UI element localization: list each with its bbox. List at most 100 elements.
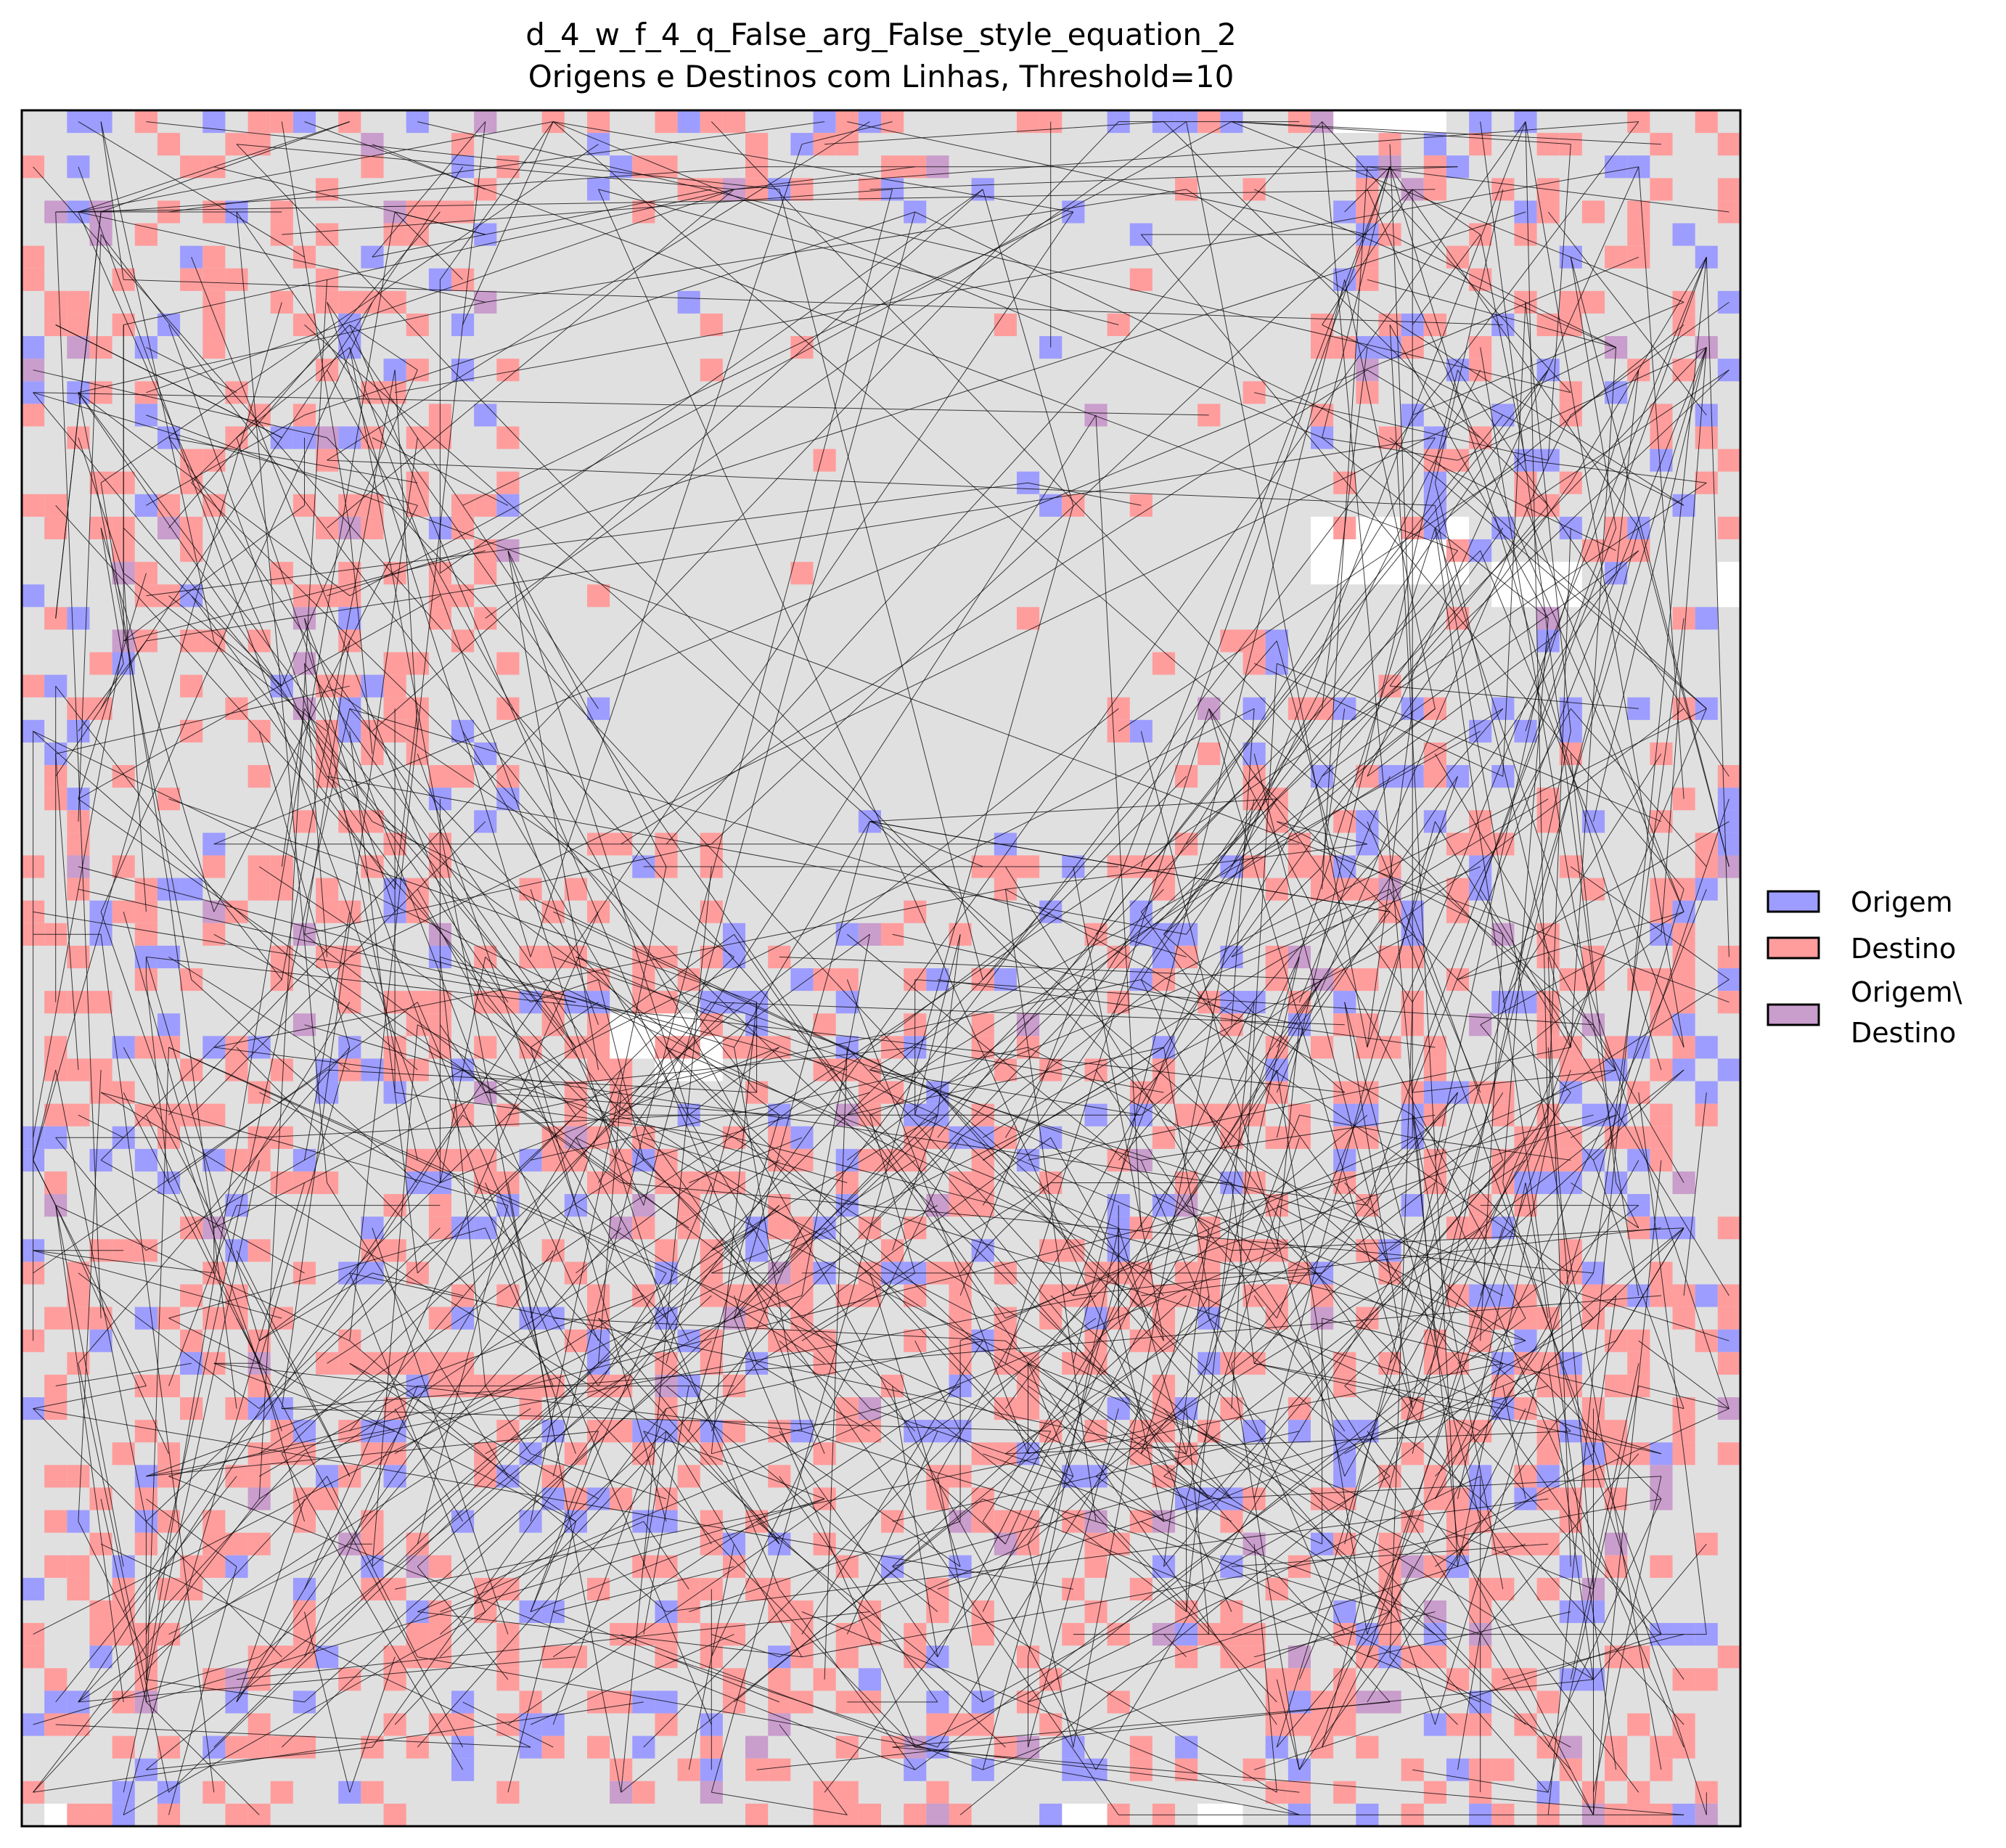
destination-cell: [247, 1532, 271, 1555]
flow-line: [78, 121, 350, 213]
flow-line: [327, 211, 1526, 597]
flow-line: [1593, 347, 1707, 822]
destination-cell: [1627, 968, 1650, 992]
flow-line: [756, 1362, 870, 1432]
flow-line: [1028, 1566, 1458, 1703]
destination-cell: [519, 945, 542, 968]
origin-cell: [1627, 1036, 1650, 1059]
destination-cell: [270, 110, 293, 134]
destination-cell: [586, 584, 610, 608]
flow-line: [440, 1498, 599, 1658]
flow-line: [576, 708, 1119, 1138]
flow-line: [1344, 166, 1391, 213]
flow-line: [100, 121, 350, 213]
destination-cell: [949, 1803, 972, 1826]
flow-line: [666, 1386, 938, 1612]
destination-cell: [1627, 200, 1650, 224]
destination-cell: [1265, 1284, 1288, 1307]
flow-line: [869, 866, 1481, 1116]
origin-cell: [1559, 1600, 1582, 1624]
flow-line: [168, 1114, 1594, 1477]
origin-cell: [361, 1058, 384, 1082]
flow-line: [1005, 1431, 1571, 1455]
flow-line: [258, 1092, 441, 1183]
destination-cell: [1016, 110, 1040, 134]
destination-cell: [700, 1352, 723, 1375]
destination-cell: [361, 1510, 384, 1533]
flow-line: [1367, 166, 1639, 777]
flow-line: [1276, 257, 1707, 1319]
legend-swatch-destino: [1766, 936, 1820, 960]
flow-line: [1389, 1092, 1571, 1364]
flow-line: [236, 1047, 916, 1748]
origin-cell: [1672, 1058, 1695, 1082]
flow-line: [1457, 1543, 1526, 1567]
flow-line: [1253, 753, 1391, 1274]
destination-cell: [292, 1735, 316, 1759]
flow-line: [349, 121, 1232, 597]
flow-line: [1163, 550, 1458, 935]
flow-line: [1298, 1002, 1662, 1770]
flow-line: [1322, 437, 1458, 461]
destination-cell: [134, 1036, 157, 1059]
flow-line: [1570, 708, 1707, 867]
origin-cell: [67, 155, 90, 179]
flow-line: [1118, 1317, 1164, 1522]
flow-line: [1616, 369, 1639, 573]
flow-line: [1389, 437, 1707, 709]
origin-cell: [22, 584, 45, 608]
flow-line: [779, 1589, 916, 1770]
destination-cell: [225, 1803, 248, 1826]
flow-line: [304, 640, 351, 935]
flow-line: [530, 866, 667, 1522]
destination-cell: [67, 313, 90, 337]
flow-line: [1570, 1363, 1639, 1680]
flow-line: [1028, 1205, 1639, 1703]
flow-line: [552, 1408, 667, 1725]
origin-cell: [338, 719, 361, 743]
destination-cell: [247, 878, 271, 901]
flow-line: [1231, 866, 1322, 957]
flow-line: [1208, 1476, 1661, 1500]
flow-line: [33, 1656, 260, 1725]
flow-line: [1502, 1295, 1616, 1409]
flow-line: [734, 121, 1639, 190]
flow-line: [55, 1137, 147, 1251]
destination-cell: [586, 1735, 610, 1759]
flow-line: [1593, 1160, 1662, 1815]
destination-cell: [1311, 1284, 1334, 1307]
flow-line: [711, 189, 1413, 845]
flow-line: [1276, 776, 1458, 1048]
flow-line: [1277, 821, 1368, 845]
flow-line: [440, 1160, 780, 1545]
flow-line: [349, 708, 1277, 1703]
destination-cell: [361, 155, 384, 179]
flow-line: [1480, 550, 1684, 1048]
destination-cell: [1650, 1758, 1673, 1781]
flow-line: [1163, 1476, 1322, 1545]
flow-line: [304, 1386, 418, 1657]
destination-cell: [835, 968, 859, 992]
origin-cell: [474, 404, 497, 427]
destination-cell: [610, 1758, 633, 1781]
destination-cell: [316, 878, 339, 901]
destination-cell: [586, 1284, 610, 1307]
flow-line: [191, 979, 418, 1183]
destination-cell: [949, 1307, 972, 1330]
origin-cell: [1559, 1668, 1582, 1691]
origin-cell: [1672, 223, 1695, 246]
destination-cell: [1672, 1713, 1695, 1736]
flow-line: [1344, 1002, 1481, 1522]
destination-cell: [632, 1217, 655, 1240]
empty-region: [1062, 1803, 1108, 1826]
flow-line: [100, 528, 124, 664]
origin-cell: [134, 336, 157, 359]
flow-line: [914, 1114, 1232, 1251]
flow-line: [1231, 1363, 1300, 1770]
origin-cell: [1695, 1036, 1718, 1059]
destination-cell: [1016, 607, 1040, 630]
origin-cell: [67, 110, 90, 134]
destination-cell: [383, 1239, 406, 1262]
destination-cell: [1446, 1510, 1470, 1533]
